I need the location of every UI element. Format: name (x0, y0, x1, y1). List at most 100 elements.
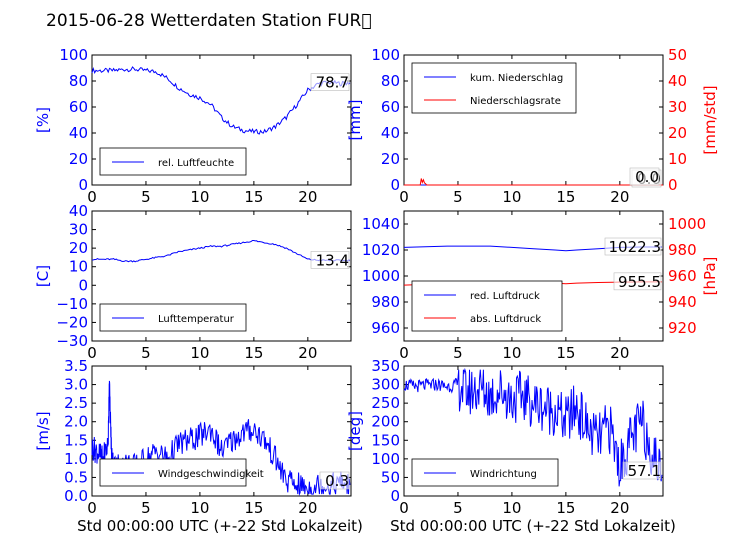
temperature-ylabel: [C] (34, 265, 52, 287)
precipitation-legend-box (411, 62, 577, 114)
windspeed-xtick-label: 10 (190, 499, 209, 517)
humidity-ytick-label: 100 (59, 46, 88, 64)
temperature-series-0 (91, 240, 351, 263)
precipitation-ytick-label: 80 (381, 72, 400, 90)
precipitation-annotation: 0.0 (635, 168, 659, 186)
humidity-legend-label: rel. Luftfeuchte (158, 158, 234, 169)
precipitation-ylabel-right: [mm/std] (701, 85, 719, 154)
winddirection-ytick-label: 250 (371, 394, 400, 412)
winddirection-xtick-label: 0 (399, 499, 409, 517)
pressure-ytick-label: 960 (371, 319, 400, 337)
winddirection-xtick-label: 5 (453, 499, 463, 517)
winddirection-frame (403, 365, 664, 497)
precipitation-xtick-label: 15 (556, 188, 575, 206)
windspeed-frame (91, 365, 352, 497)
windspeed-annotation: 0.3 (325, 472, 349, 490)
temperature-xtick-label: 15 (244, 344, 263, 362)
humidity-annotation: 78.7 (316, 74, 349, 92)
winddirection-ytick-label: 350 (371, 357, 400, 375)
temperature-ytick-label: 0 (78, 276, 88, 294)
chart-windspeed: 0 5 10 15 20 0.00.51.01.52.02.53.03.5 [m/s] Win… (34, 357, 352, 517)
precipitation-ytick-right-label: 10 (668, 150, 687, 168)
pressure-ytick-right-label: 1000 (668, 215, 706, 233)
winddirection-xtick-label: 15 (556, 499, 575, 517)
temperature-ytick-label: 10 (69, 258, 88, 276)
precipitation-xtick-label: 10 (502, 188, 521, 206)
temperature-xtick-label: 0 (87, 344, 97, 362)
temperature-xtick-label: 20 (298, 344, 317, 362)
temperature-xtick-label: 10 (190, 344, 209, 362)
x-axis-label-right: Std 00:00:00 UTC (+-22 Std Lokalzeit) (390, 517, 676, 535)
pressure-ytick-label: 1000 (362, 267, 400, 285)
precipitation-ytick-label: 20 (381, 150, 400, 168)
precipitation-ylabel: [mm] (346, 100, 364, 141)
precipitation-xtick-label: 0 (399, 188, 409, 206)
temperature-annotation: 13.4 (316, 251, 349, 269)
pressure-ytick-right-label: 980 (668, 241, 697, 259)
windspeed-ytick-label: 1.0 (64, 450, 88, 468)
precipitation-legend-label: kum. Niederschlag (470, 73, 563, 84)
windspeed-ytick-label: 1.5 (64, 431, 88, 449)
pressure-legend-label: abs. Luftdruck (470, 314, 541, 325)
winddirection-ytick-label: 200 (371, 413, 400, 431)
humidity-legend: rel. Luftfeuchte (99, 147, 247, 176)
precipitation-ytick-label: 40 (381, 124, 400, 142)
precipitation-legend: kum. Niederschlag Niederschlagsrate (411, 62, 577, 114)
winddirection-annotation-box (622, 461, 662, 480)
humidity-ytick-label: 0 (78, 176, 88, 194)
windspeed-ytick-label: 2.0 (64, 413, 88, 431)
windspeed-ytick-label: 2.5 (64, 394, 88, 412)
winddirection-ytick-label: 300 (371, 376, 400, 394)
figure-title: 2015-06-28 Wetterdaten Station FUR  (46, 11, 372, 31)
precipitation-ytick-label: 100 (371, 46, 400, 64)
windspeed-ytick-label: 0.0 (64, 487, 88, 505)
pressure-legend-label: red. Luftdruck (470, 291, 540, 302)
pressure-ylabel-right: [hPa] (701, 257, 719, 296)
windspeed-xtick-label: 0 (87, 499, 97, 517)
precipitation-legend-label: Niederschlagsrate (470, 96, 561, 107)
pressure-xtick-label: 10 (502, 344, 521, 362)
windspeed-xtick-label: 5 (141, 499, 151, 517)
winddirection-ytick-label: 150 (371, 431, 400, 449)
windspeed-ytick-label: 3.0 (64, 376, 88, 394)
temperature-ytick-label: −20 (56, 313, 88, 331)
winddirection-series-0 (403, 367, 663, 487)
chart-winddirection: 0 5 10 15 20050100150200250300350[deg]Windri… (346, 357, 664, 517)
winddirection-ytick-label: 0 (390, 487, 400, 505)
temperature-legend-label: Lufttemperatur (158, 314, 235, 325)
temperature-frame (91, 210, 352, 342)
humidity-xtick-label: 15 (244, 188, 263, 206)
windspeed-series-0 (91, 380, 351, 496)
humidity-annotation-box (310, 73, 350, 91)
humidity-xtick-label: 10 (190, 188, 209, 206)
pressure-xtick-label: 5 (453, 344, 463, 362)
pressure-annotation-box (613, 272, 662, 291)
winddirection-xtick-label: 10 (502, 499, 521, 517)
humidity-series-0 (91, 66, 351, 135)
temperature-ytick-label: 30 (69, 221, 88, 239)
temperature-ytick-label: −10 (56, 295, 88, 313)
pressure-ytick-right-label: 940 (668, 293, 697, 311)
chart-precipitation: 0 5 10 15 20 0 20 40 60 80 100 0 10 20 30 40 50 [mm] [mm/s… (346, 46, 719, 206)
chart-temperature: 0 5 10 15 20−30−20−10010203040[C]Lufttempera… (34, 202, 352, 362)
chart-humidity: 0 5 10 15 20 0 20 40 60 80 100 [%] rel. Luftfeuchte 7… (34, 46, 352, 206)
windspeed-xtick-label: 15 (244, 499, 263, 517)
pressure-annotation-box (604, 237, 662, 256)
precipitation-ytick-right-label: 50 (668, 46, 687, 64)
windspeed-annotation-box (319, 471, 350, 490)
pressure-ytick-label: 1040 (362, 215, 400, 233)
temperature-ytick-label: 40 (69, 202, 88, 220)
humidity-xtick-label: 5 (141, 188, 151, 206)
pressure-annotation: 955.5 (618, 273, 661, 291)
windspeed-ytick-label: 0.5 (64, 468, 88, 486)
winddirection-ytick-label: 100 (371, 450, 400, 468)
humidity-ylabel: [%] (34, 107, 52, 133)
winddirection-ylabel: [deg] (346, 411, 364, 451)
pressure-annotation: 1022.3 (609, 238, 662, 256)
pressure-ytick-label: 1020 (362, 241, 400, 259)
temperature-ytick-label: 20 (69, 239, 88, 257)
windspeed-legend: Windgeschwindigkeit (99, 458, 264, 487)
windspeed-ytick-label: 3.5 (64, 357, 88, 375)
temperature-legend-box (99, 303, 247, 332)
